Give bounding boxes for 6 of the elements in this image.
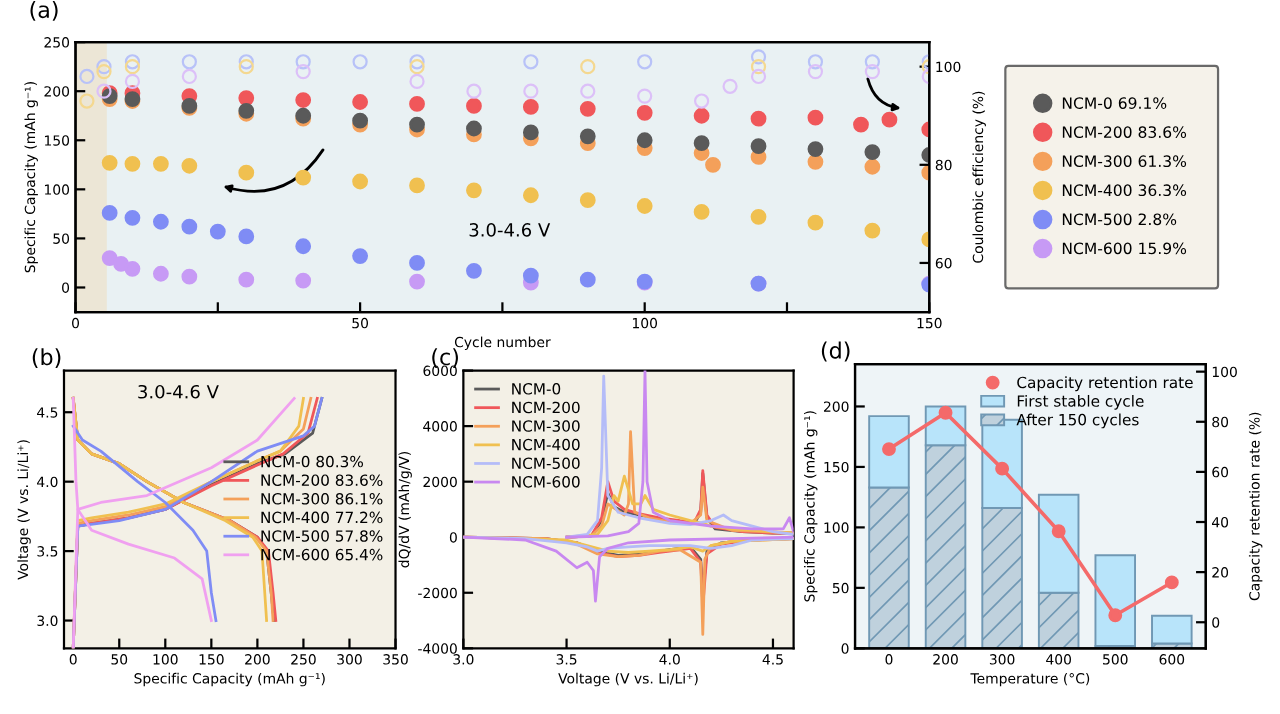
text: (c): [432, 348, 458, 368]
annotation: 3.0-4.6 V: [138, 384, 219, 399]
text: (b): [32, 348, 61, 368]
text: (d): [821, 341, 850, 362]
text: (a): [30, 0, 58, 21]
annotation: 3.0-4.6 V: [469, 223, 551, 237]
